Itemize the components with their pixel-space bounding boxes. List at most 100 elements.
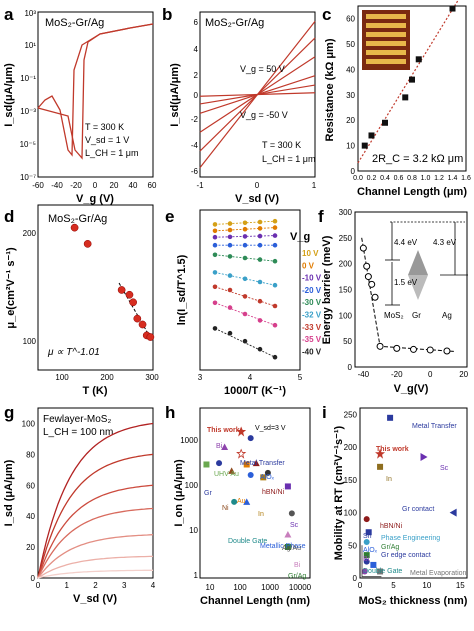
y-tick: 20 — [26, 543, 35, 552]
point-label: Metal Evaporation — [410, 570, 467, 577]
plot-frame — [37, 407, 154, 579]
x-tick: 20 — [459, 370, 468, 379]
point-label: Gr edge contact — [381, 552, 431, 559]
legend-entry: -30 V — [302, 298, 322, 307]
data-point — [243, 461, 250, 468]
y-axis-label: μ_e(cm²V⁻¹ s⁻¹) — [5, 247, 17, 329]
y-tick: 250 — [344, 411, 358, 420]
x-tick: 10 — [422, 581, 431, 590]
data-point — [236, 426, 247, 437]
data-point — [363, 558, 370, 565]
data-point — [264, 469, 271, 476]
series-line — [37, 507, 154, 579]
y-tick: -2 — [191, 115, 199, 124]
point-label: Sc — [440, 465, 449, 472]
fit-note: 2R_C = 3.2 kΩ μm — [372, 153, 463, 165]
fit-line — [214, 220, 276, 225]
bracket-line — [361, 545, 382, 578]
plot-frame — [199, 209, 301, 371]
legend-entry: -20 V — [302, 286, 322, 295]
y-tick: 100 — [185, 481, 199, 490]
series-line — [37, 534, 154, 579]
x-axis-label: Channel Length (μm) — [357, 186, 467, 198]
series-line — [37, 569, 153, 579]
inset-label: Ag — [442, 311, 452, 320]
data-point — [242, 255, 248, 261]
inset-label: 4.4 eV — [394, 238, 418, 247]
x-tick: -40 — [51, 181, 63, 190]
data-point — [227, 273, 233, 278]
inset-label: 1.5 eV — [394, 278, 418, 287]
data-point — [212, 326, 218, 331]
data-point — [83, 240, 92, 248]
panel-i: i Metal Transfer This work In Sc Gr cont… — [322, 403, 468, 607]
data-point — [212, 222, 218, 227]
data-point — [242, 311, 248, 317]
inset-label: Gr — [412, 311, 421, 320]
x-tick: 10 — [206, 583, 215, 592]
data-point — [257, 226, 263, 231]
data-point — [364, 273, 372, 281]
y-tick: 2 — [194, 71, 199, 80]
data-point — [272, 282, 278, 288]
data-point — [284, 543, 291, 550]
data-point — [203, 461, 210, 468]
y-tick: 50 — [346, 40, 355, 49]
x-tick: 1 — [65, 581, 70, 590]
series-line — [199, 92, 316, 97]
data-point — [382, 119, 388, 126]
point-label: Gr/Ag — [288, 573, 306, 580]
data-point — [272, 218, 278, 224]
y-tick: 100 — [339, 311, 353, 320]
data-point — [257, 257, 263, 262]
data-point — [257, 346, 263, 352]
y-tick: 100 — [344, 509, 358, 518]
y-tick: 150 — [339, 286, 353, 295]
point-label: Metal Transfer — [240, 460, 285, 467]
y-tick: 200 — [339, 260, 353, 269]
x-axis-label: V_sd (V) — [73, 593, 117, 605]
y-axis-label: I_sd (μA/μm) — [3, 459, 15, 526]
x-axis-label: V_g (V) — [76, 193, 114, 205]
data-point — [420, 453, 428, 462]
data-point — [368, 132, 375, 139]
x-axis-label: 1000/T (K⁻¹) — [224, 385, 286, 397]
note: V_sd = 1 V — [85, 135, 129, 145]
data-point — [212, 284, 218, 290]
point-label: AlOₓ — [363, 547, 378, 554]
y-tick: 300 — [339, 208, 353, 217]
y-tick: 30 — [346, 91, 355, 100]
panel-title: MoS₂-Gr/Ag — [48, 213, 107, 225]
panel-f: f 4.4 eV 1.5 eV 4.3 eV MoS₂ Gr Ag 0 50 100… — [318, 207, 469, 395]
fit-line — [357, 0, 459, 164]
point-label: Au — [237, 498, 246, 505]
data-point — [257, 242, 263, 248]
x-tick: 0.8 — [407, 175, 417, 182]
x-tick: 1.4 — [448, 175, 458, 182]
x-tick: 0 — [358, 581, 363, 590]
data-point — [231, 498, 238, 505]
data-point — [212, 242, 218, 248]
x-tick: 4 — [248, 373, 253, 382]
data-point — [284, 530, 292, 538]
x-tick: -1 — [196, 181, 204, 190]
y-tick: 1000 — [180, 436, 198, 445]
series-line — [37, 23, 154, 157]
y-tick: -6 — [191, 167, 199, 176]
data-point — [415, 56, 422, 63]
y-axis-label: Energy barrier (meV) — [321, 235, 333, 344]
data-point — [212, 300, 218, 306]
x-tick: 5 — [298, 373, 303, 382]
data-point — [227, 221, 233, 226]
x-tick: 10000 — [289, 583, 312, 592]
y-tick: 50 — [348, 541, 357, 550]
x-tick: -20 — [70, 181, 82, 190]
panel-title: MoS₂-Gr/Ag — [45, 17, 104, 29]
panel-letter: f — [318, 207, 324, 226]
legend-entry: -10 V — [302, 274, 322, 283]
legend-entry: 0 V — [302, 261, 315, 270]
x-tick: 3 — [122, 581, 127, 590]
data-point — [288, 510, 295, 517]
data-point — [272, 225, 278, 230]
x-tick: 1.6 — [461, 175, 471, 182]
